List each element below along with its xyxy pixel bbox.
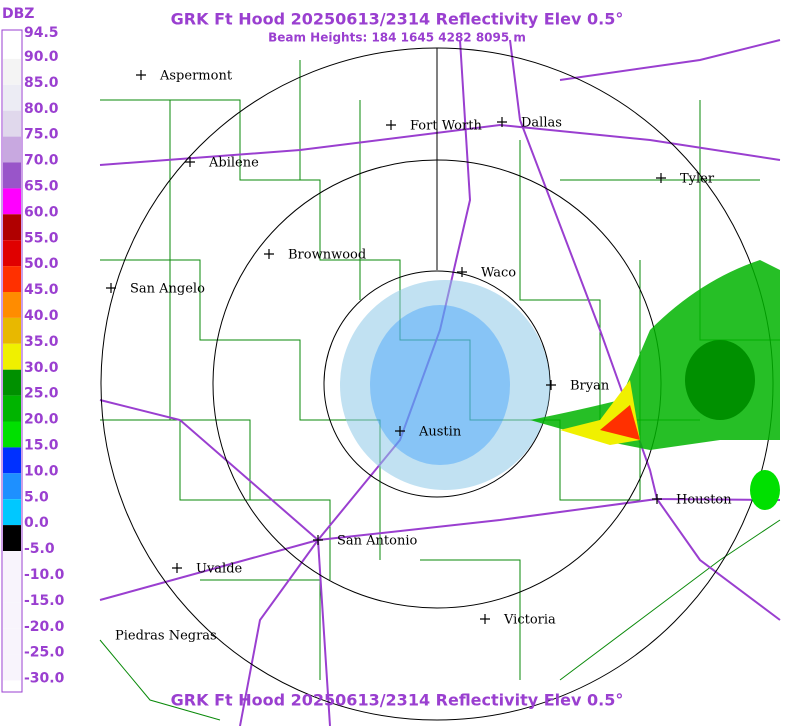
legend-label: 50.0 [24,256,59,272]
legend-label: 40.0 [24,308,59,324]
city-name: Houston [676,493,732,508]
legend-swatch [3,214,21,241]
city-marker [106,283,116,293]
legend-label: 80.0 [24,101,59,117]
radar-echoes [340,260,780,510]
legend-label: -30.0 [24,671,65,687]
legend-swatch [3,33,21,59]
legend-swatch [3,421,21,448]
city-name: Fort Worth [410,119,482,134]
legend-label: 55.0 [24,230,59,246]
city-marker [480,614,490,624]
legend-swatch [3,292,21,318]
legend-label: 85.0 [24,75,59,91]
legend-swatch [3,447,21,474]
city-marker [497,117,507,127]
legend-frame [1,29,23,693]
city-marker [457,267,467,277]
legend-swatch [3,58,21,85]
legend-label: 35.0 [24,334,59,350]
legend-swatch [3,654,21,681]
legend-label: 75.0 [24,127,59,143]
city-name: Aspermont [159,69,233,84]
city-name: Waco [481,266,516,281]
city-marker [136,70,146,80]
legend-swatch [3,525,21,551]
legend-label: 94.5 [24,25,59,41]
legend-label: -15.0 [24,593,65,609]
legend-label: -5.0 [24,541,55,557]
legend-swatch [3,266,21,292]
legend-label: 20.0 [24,412,59,428]
city-marker [172,563,182,573]
legend-swatch [3,551,21,577]
legend-swatch [3,602,21,629]
subtitle: Beam Heights: 184 1645 4282 8095 m [268,31,526,45]
legend-label: 65.0 [24,179,59,195]
city-name: Uvalde [196,562,243,577]
legend-swatch [3,473,21,500]
legend-swatch [3,395,21,422]
legend-label: 70.0 [24,153,59,169]
legend-unit: DBZ [2,6,34,22]
footer-title: GRK Ft Hood 20250613/2314 Reflectivity E… [171,691,624,710]
city-marker [313,535,323,545]
city-marker [395,426,405,436]
legend-label: 15.0 [24,438,59,454]
legend-label: 25.0 [24,386,59,402]
legend-swatch [3,628,21,655]
city-name: Brownwood [288,248,366,263]
city-name: Piedras Negras [115,629,217,644]
city-marker [546,380,556,390]
legend-label: 30.0 [24,360,59,376]
legend-swatch [3,136,21,163]
legend-label: -25.0 [24,645,65,661]
legend-label: 5.0 [24,489,49,505]
city-name: Austin [418,425,462,440]
legend-swatch [3,576,21,603]
legend-label: 60.0 [24,204,59,220]
legend-swatch [3,499,21,526]
city-marker [652,494,662,504]
legend-swatch [3,343,21,370]
city-name: San Angelo [130,282,205,297]
legend-swatch [3,162,21,189]
legend-label: 0.0 [24,515,49,531]
legend-swatch [3,317,21,344]
legend-label: 90.0 [24,49,59,65]
legend-swatch [3,84,21,111]
city-name: San Antonio [337,534,418,549]
city-name: Bryan [570,379,610,394]
city-marker [386,120,396,130]
city-marker [185,157,195,167]
city-name: Dallas [521,116,562,131]
legend-swatch [3,240,21,267]
cities: Aspermont Fort Worth Dallas Abilene Tyler Bro… [106,69,732,644]
legend-swatch [3,110,21,137]
city-name: Abilene [208,156,259,171]
city-marker [656,173,666,183]
legend-label: -20.0 [24,619,65,635]
city-marker [264,249,274,259]
legend-label: -10.0 [24,567,65,583]
legend-swatch [3,369,21,396]
city-name: Tyler [680,172,715,187]
legend-swatch [3,188,21,215]
legend-label: 45.0 [24,282,59,298]
legend: DBZ 94.5 90.0 85.0 80.0 75.0 70.0 65.0 60.0 55.0… [1,6,65,693]
legend-label: 10.0 [24,463,59,479]
title: GRK Ft Hood 20250613/2314 Reflectivity E… [171,10,624,29]
city-name: Victoria [503,613,556,628]
